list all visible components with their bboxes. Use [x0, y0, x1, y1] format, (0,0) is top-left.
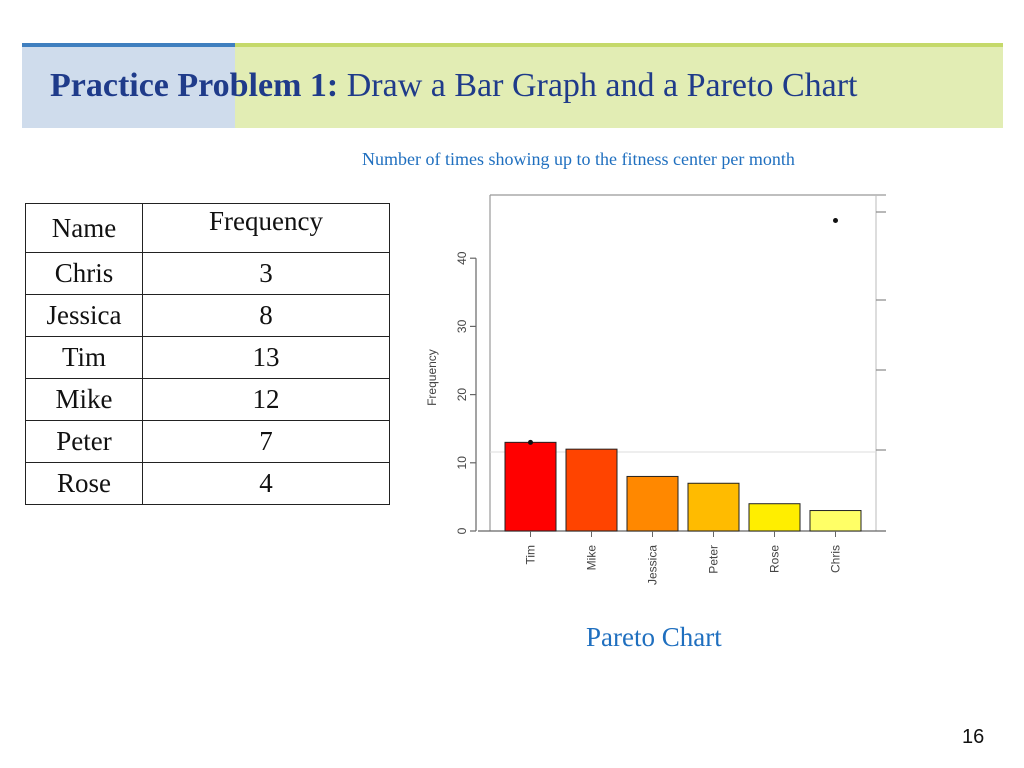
table-header-frequency: Frequency: [142, 203, 390, 253]
bar-tim: [504, 441, 557, 532]
x-tick-label: Rose: [768, 545, 782, 573]
x-tick-label: Tim: [524, 545, 538, 565]
slide-title: Practice Problem 1: Draw a Bar Graph and…: [50, 67, 858, 105]
y-tick-label: 40: [455, 251, 469, 265]
table-cell-name: Tim: [25, 336, 143, 379]
table-cell-frequency: 7: [142, 420, 390, 463]
table-row: Rose 4: [25, 462, 390, 505]
bar-jessica: [626, 475, 679, 532]
chart-caption: Pareto Chart: [586, 622, 722, 652]
table-cell-frequency: 4: [142, 462, 390, 505]
bar-mike: [565, 448, 618, 532]
table-cell-name: Mike: [25, 378, 143, 421]
x-tick-label: Peter: [707, 545, 721, 574]
table-row: Chris 3: [25, 252, 390, 295]
table-row: Jessica 8: [25, 294, 390, 337]
table-cell-name: Jessica: [25, 294, 143, 337]
y-tick-label: 0: [455, 527, 469, 534]
title-bar-top-line-blue: [22, 43, 235, 47]
table-header-name: Name: [25, 203, 143, 253]
title-bar: Practice Problem 1: Draw a Bar Graph and…: [22, 43, 1003, 128]
title-bar-accent: [22, 43, 235, 128]
y-axis-title: Frequency: [425, 349, 439, 406]
bar-peter: [687, 482, 740, 532]
table-cell-name: Rose: [25, 462, 143, 505]
y-tick-label: 10: [455, 456, 469, 470]
bar-chris: [809, 510, 862, 532]
slide-title-rest: Draw a Bar Graph and a Pareto Chart: [338, 67, 858, 104]
table-cell-frequency: 3: [142, 252, 390, 295]
y-tick-label: 20: [455, 388, 469, 402]
table-cell-frequency: 8: [142, 294, 390, 337]
table-cell-name: Chris: [25, 252, 143, 295]
y-tick-label: 30: [455, 319, 469, 333]
table-cell-frequency: 12: [142, 378, 390, 421]
chart-subtitle: Number of times showing up to the fitnes…: [362, 149, 795, 169]
pareto-chart: 0 10 20 30 40 Frequency Tim Mike Jessica Peter Ros…: [425, 194, 886, 585]
cumulative-point: [528, 439, 533, 445]
table-cell-name: Peter: [25, 420, 143, 463]
table-row: Tim 13: [25, 336, 390, 379]
table-row: Mike 12: [25, 378, 390, 421]
table-cell-frequency: 13: [142, 336, 390, 379]
table-header-row: Name Frequency: [25, 203, 390, 253]
x-tick-label: Jessica: [646, 545, 660, 585]
bar-rose: [748, 503, 801, 532]
cumulative-point: [833, 217, 838, 223]
slide-title-bold: Practice Problem 1:: [50, 67, 339, 104]
frequency-table: Name Frequency Chris 3 Jessica 8 Tim 13 …: [25, 203, 390, 505]
page-number: 16: [962, 726, 985, 748]
table-row: Peter 7: [25, 420, 390, 463]
x-tick-label: Chris: [829, 545, 843, 573]
x-tick-label: Mike: [585, 545, 599, 571]
title-bar-top-line-green: [235, 43, 1003, 47]
